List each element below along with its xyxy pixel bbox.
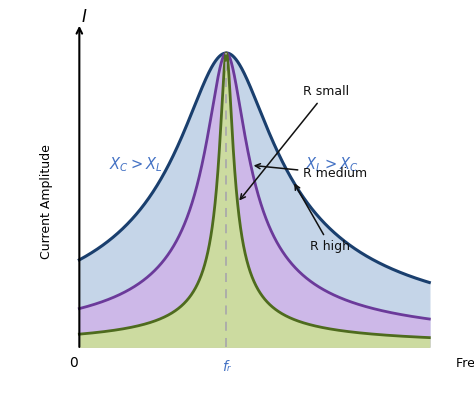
- Text: Frequency, f: Frequency, f: [456, 357, 474, 370]
- Text: $X_L > X_C$: $X_L > X_C$: [305, 156, 359, 175]
- Text: R small: R small: [240, 85, 349, 199]
- Text: R high: R high: [295, 185, 350, 253]
- Text: 0: 0: [69, 356, 77, 370]
- Text: I: I: [81, 8, 86, 26]
- Text: fᵣ: fᵣ: [222, 361, 230, 374]
- Text: Current Amplitude: Current Amplitude: [40, 144, 53, 259]
- Text: R medium: R medium: [255, 164, 367, 180]
- Text: $X_C > X_L$: $X_C > X_L$: [109, 156, 162, 175]
